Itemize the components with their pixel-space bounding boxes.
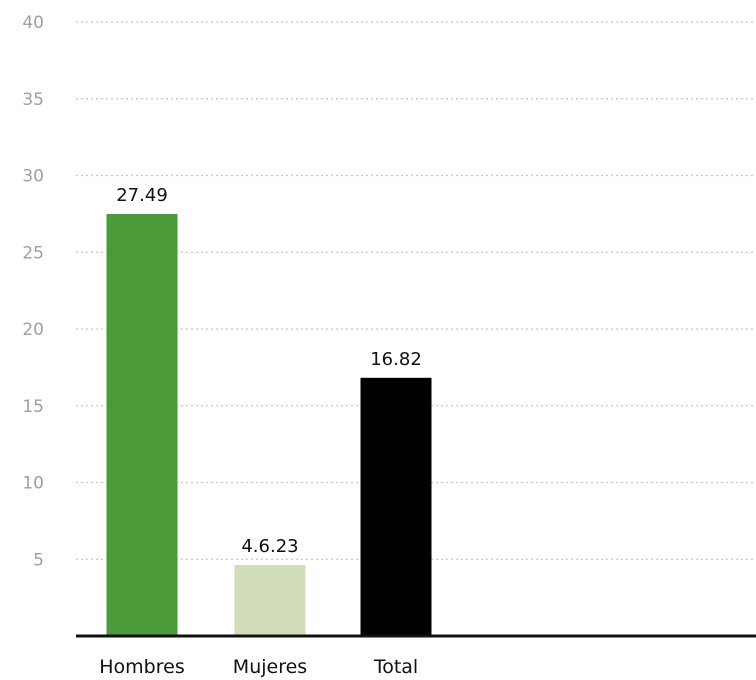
y-tick-label: 40	[22, 13, 44, 33]
bar-total	[360, 377, 432, 636]
data-label: 27.49	[116, 185, 168, 206]
y-tick-label: 25	[22, 243, 44, 263]
data-label: 16.82	[370, 349, 422, 370]
y-tick-label: 30	[22, 167, 44, 187]
category-label: Hombres	[99, 656, 184, 678]
category-label: Mujeres	[233, 656, 307, 678]
y-axis-ticks: 5 10 15 20 25 30 35 40	[22, 13, 44, 570]
y-tick-label: 15	[22, 397, 44, 417]
y-tick-label: 20	[22, 320, 44, 340]
y-tick-label: 35	[22, 90, 44, 110]
data-label: 4.6.23	[241, 536, 298, 557]
y-tick-label: 10	[22, 474, 44, 494]
bar-hombres	[106, 214, 178, 636]
category-label: Total	[373, 656, 418, 678]
x-axis-labels: Hombres Mujeres Total	[99, 656, 418, 678]
data-labels: 27.49 4.6.23 16.82	[116, 185, 422, 557]
bar-mujeres	[234, 565, 306, 636]
bars	[106, 214, 432, 636]
y-tick-label: 5	[33, 550, 44, 570]
